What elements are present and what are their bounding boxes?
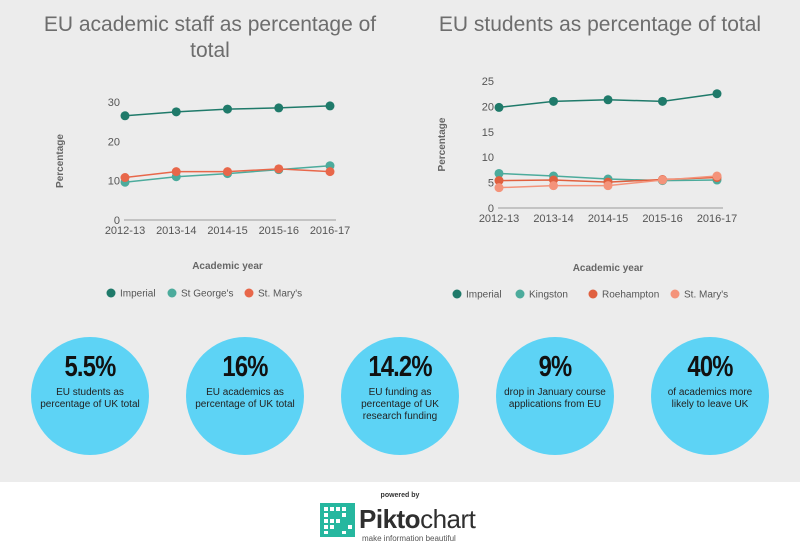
- stat-bubble: 40% of academics more likely to leave UK: [651, 337, 769, 455]
- chart-title-students: EU students as percentage of total: [438, 13, 762, 36]
- legend-label: Kingston: [529, 290, 568, 301]
- stat-text: EU students as percentage of UK total: [40, 387, 140, 410]
- data-point: [325, 101, 335, 111]
- data-point: [274, 164, 284, 174]
- stat-text: of academics more likely to leave UK: [667, 387, 753, 410]
- data-point: [120, 173, 130, 183]
- x-tick-label: 2012-13: [105, 225, 145, 237]
- y-tick-label: 25: [482, 76, 494, 88]
- y-tick-label: 15: [482, 127, 494, 139]
- brand-thin: chart: [420, 504, 476, 534]
- data-point: [223, 104, 232, 114]
- x-tick-label: 2016-17: [697, 213, 737, 225]
- data-point: [549, 96, 558, 106]
- tagline: make information beautiful: [362, 534, 456, 543]
- stat-text: drop in January course applications from…: [504, 387, 606, 410]
- stat-value: 16%: [222, 351, 268, 383]
- legend-label: Roehampton: [602, 290, 659, 301]
- x-axis-title: Academic year: [192, 261, 263, 272]
- legend-marker: [515, 289, 525, 299]
- x-tick-label: 2015-16: [259, 225, 299, 237]
- stat-value: 9%: [538, 351, 573, 383]
- legend-label: St George's: [181, 289, 234, 300]
- legend-marker: [452, 289, 462, 299]
- data-point: [603, 95, 613, 105]
- legend-label: Imperial: [466, 290, 502, 301]
- brand-bold: Pikto: [359, 504, 421, 534]
- data-point: [712, 171, 722, 181]
- data-point: [171, 107, 181, 117]
- data-point: [494, 168, 504, 178]
- legend-marker: [588, 289, 598, 299]
- stat-bubble: 9% drop in January course applications f…: [496, 337, 614, 455]
- data-point: [603, 181, 613, 191]
- y-axis-title: Percentage: [437, 117, 448, 171]
- x-tick-label: 2014-15: [207, 225, 247, 237]
- y-tick-label: 30: [108, 97, 120, 109]
- stat-value: 14.2%: [368, 351, 432, 383]
- data-point: [120, 111, 130, 121]
- data-point: [549, 181, 558, 191]
- legend-label: St. Mary's: [258, 289, 302, 300]
- y-tick-label: 0: [488, 203, 494, 215]
- data-point: [494, 176, 504, 186]
- legend-marker: [106, 288, 116, 298]
- data-point: [325, 167, 335, 177]
- data-point: [658, 175, 667, 185]
- legend-label: St. Mary's: [684, 290, 728, 301]
- y-tick-label: 0: [114, 215, 120, 227]
- data-point: [712, 89, 722, 99]
- data-point: [494, 102, 504, 112]
- stat-value: 5.5%: [64, 351, 117, 383]
- students-line-chart: 0 5 10 15 20 25 2012-13 2013-14 2014-15 2015-16 20…: [437, 76, 737, 301]
- data-point: [274, 103, 284, 113]
- x-tick-label: 2014-15: [588, 213, 628, 225]
- y-tick-label: 10: [482, 152, 494, 164]
- y-axis-title: Percentage: [55, 134, 66, 188]
- piktochart-wordmark[interactable]: Piktochart: [359, 504, 476, 535]
- y-tick-label: 20: [482, 101, 494, 113]
- x-tick-label: 2013-14: [156, 225, 196, 237]
- stat-bubble: 5.5% EU students as percentage of UK tot…: [31, 337, 149, 455]
- x-axis-title: Academic year: [573, 263, 644, 274]
- footer: powered by Piktochart make information b…: [0, 482, 800, 553]
- legend-marker: [167, 288, 177, 298]
- y-tick-label: 10: [108, 176, 120, 188]
- legend-label: Imperial: [120, 289, 156, 300]
- stat-bubble: 14.2% EU funding as percentage of UK res…: [341, 337, 459, 455]
- data-point: [658, 96, 667, 106]
- x-tick-label: 2016-17: [310, 225, 350, 237]
- legend-marker: [244, 288, 254, 298]
- chart-title-staff: EU academic staff as percentage of total: [43, 13, 377, 62]
- y-tick-label: 5: [488, 178, 494, 190]
- powered-by-label: powered by: [380, 492, 420, 499]
- x-tick-label: 2012-13: [479, 213, 519, 225]
- staff-line-chart: 0 10 20 30 2012-13 2013-14 2014-15 2015-16 2016-…: [55, 97, 350, 300]
- stat-value: 40%: [687, 351, 733, 383]
- piktochart-logo-icon[interactable]: [320, 503, 355, 537]
- infographic-panel: EU academic staff as percentage of total…: [0, 0, 800, 482]
- data-point: [223, 167, 232, 177]
- x-tick-label: 2015-16: [642, 213, 682, 225]
- data-point: [494, 183, 504, 193]
- data-point: [171, 167, 181, 177]
- x-tick-label: 2013-14: [533, 213, 573, 225]
- y-tick-label: 20: [108, 136, 120, 148]
- stat-text: EU academics as percentage of UK total: [195, 387, 295, 410]
- stat-text: EU funding as percentage of UK research …: [361, 387, 439, 422]
- stat-bubble: 16% EU academics as percentage of UK tot…: [186, 337, 304, 455]
- legend-marker: [670, 289, 680, 299]
